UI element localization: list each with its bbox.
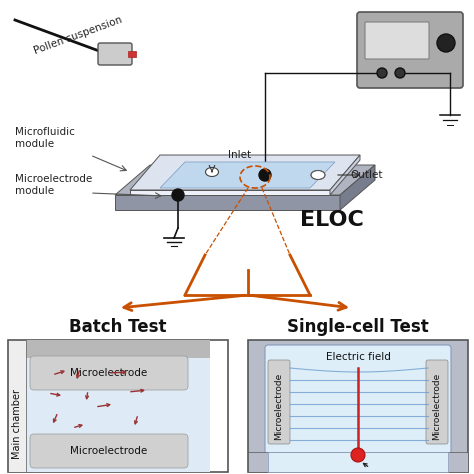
Ellipse shape xyxy=(311,171,325,180)
Text: Main chamber: Main chamber xyxy=(12,389,22,459)
Bar xyxy=(26,340,210,358)
Circle shape xyxy=(395,68,405,78)
Circle shape xyxy=(351,448,365,462)
Bar xyxy=(8,340,26,472)
Polygon shape xyxy=(130,190,330,195)
Text: Outlet: Outlet xyxy=(350,170,383,180)
FancyBboxPatch shape xyxy=(357,12,463,88)
Text: Microelectrode
module: Microelectrode module xyxy=(15,174,92,196)
Circle shape xyxy=(172,189,184,201)
Text: Microfluidic
module: Microfluidic module xyxy=(15,127,75,149)
Circle shape xyxy=(259,169,271,181)
Text: ELOC: ELOC xyxy=(300,210,364,230)
Text: Inlet: Inlet xyxy=(228,150,251,160)
Polygon shape xyxy=(115,195,340,210)
FancyBboxPatch shape xyxy=(426,360,448,444)
FancyBboxPatch shape xyxy=(365,22,429,59)
Polygon shape xyxy=(130,155,360,190)
Bar xyxy=(248,340,468,472)
FancyBboxPatch shape xyxy=(265,345,451,455)
Text: Microelectrode: Microelectrode xyxy=(70,368,147,378)
Text: Batch Test: Batch Test xyxy=(69,318,167,336)
Text: Microelectrode: Microelectrode xyxy=(432,373,441,439)
Circle shape xyxy=(437,34,455,52)
FancyBboxPatch shape xyxy=(30,434,188,468)
Text: Microelectrode: Microelectrode xyxy=(70,446,147,456)
Bar xyxy=(128,51,136,57)
FancyBboxPatch shape xyxy=(268,360,290,444)
Bar xyxy=(268,452,448,472)
Text: Single-cell Test: Single-cell Test xyxy=(287,318,429,336)
Polygon shape xyxy=(340,165,375,210)
FancyBboxPatch shape xyxy=(30,356,188,390)
Text: Pollen suspension: Pollen suspension xyxy=(33,14,124,55)
Bar xyxy=(8,340,228,472)
Polygon shape xyxy=(115,165,375,195)
Text: Electric field: Electric field xyxy=(326,352,391,362)
Ellipse shape xyxy=(206,167,219,176)
Bar xyxy=(248,452,468,472)
FancyBboxPatch shape xyxy=(98,43,132,65)
Circle shape xyxy=(377,68,387,78)
Text: Microelectrode: Microelectrode xyxy=(274,373,283,439)
Polygon shape xyxy=(330,155,360,195)
Bar xyxy=(26,358,210,472)
Polygon shape xyxy=(160,162,335,188)
